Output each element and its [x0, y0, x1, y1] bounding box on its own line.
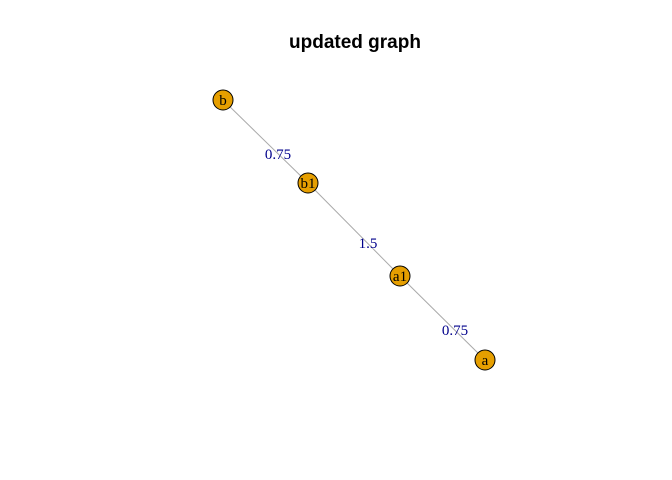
node-b1[interactable]: b1	[297, 172, 319, 194]
edge-label-a1-a: 0.75	[442, 323, 468, 339]
node-b[interactable]: b	[212, 89, 234, 111]
edge-labels-layer: 0.75 1.5 0.75	[265, 147, 468, 339]
edge-b-b1	[222, 99, 309, 184]
node-label-b: b	[219, 93, 227, 109]
edge-label-b1-a1: 1.5	[359, 236, 378, 252]
edges-layer	[222, 99, 486, 361]
node-circle-a1[interactable]	[389, 265, 411, 287]
node-label-a1: a1	[393, 269, 407, 285]
nodes-layer: b b1 a1 a	[212, 89, 496, 371]
node-a[interactable]: a	[474, 349, 496, 371]
graph-title: updated graph	[289, 32, 421, 53]
node-circle-a[interactable]	[474, 349, 496, 371]
edge-label-b-b1: 0.75	[265, 147, 291, 163]
node-label-a: a	[482, 353, 489, 369]
node-label-b1: b1	[301, 176, 316, 192]
edge-a1-a	[399, 275, 486, 361]
node-a1[interactable]: a1	[389, 265, 411, 287]
edge-b1-a1	[307, 182, 401, 277]
node-circle-b1[interactable]	[297, 172, 319, 194]
node-circle-b[interactable]	[212, 89, 234, 111]
